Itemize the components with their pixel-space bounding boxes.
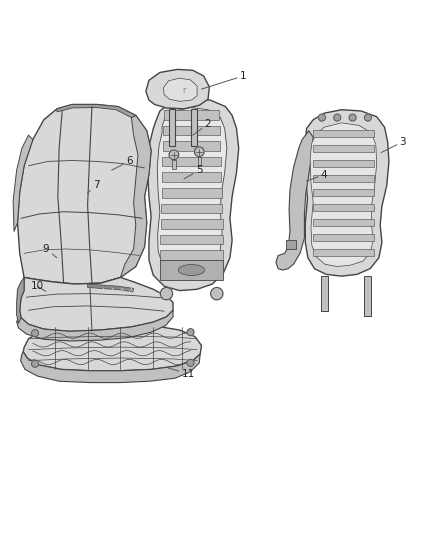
Text: 1: 1 [201, 71, 247, 89]
Text: 7: 7 [88, 181, 100, 193]
Circle shape [187, 329, 194, 336]
Text: 10: 10 [31, 281, 46, 292]
Polygon shape [313, 130, 374, 138]
Polygon shape [313, 248, 374, 255]
Polygon shape [191, 109, 197, 146]
Polygon shape [163, 78, 197, 101]
Circle shape [32, 329, 39, 336]
Polygon shape [23, 324, 201, 371]
Polygon shape [160, 235, 223, 244]
Circle shape [160, 287, 173, 300]
Polygon shape [313, 175, 374, 182]
Circle shape [349, 114, 356, 121]
Polygon shape [162, 173, 221, 182]
Polygon shape [160, 260, 223, 280]
Polygon shape [162, 157, 221, 166]
Polygon shape [313, 204, 374, 211]
Polygon shape [17, 278, 24, 324]
Polygon shape [164, 110, 219, 120]
Polygon shape [161, 219, 223, 229]
Text: 5: 5 [184, 165, 203, 179]
Polygon shape [310, 123, 377, 266]
Polygon shape [17, 310, 173, 341]
Circle shape [187, 359, 194, 366]
Text: 6: 6 [112, 156, 133, 170]
Text: 9: 9 [42, 244, 57, 258]
Circle shape [169, 150, 179, 159]
Circle shape [32, 360, 39, 367]
Polygon shape [160, 251, 223, 260]
Circle shape [364, 114, 371, 121]
Circle shape [194, 147, 204, 157]
Polygon shape [198, 157, 201, 166]
Text: 2: 2 [193, 119, 212, 135]
Polygon shape [146, 69, 209, 109]
Polygon shape [313, 219, 374, 226]
Polygon shape [148, 98, 239, 290]
Polygon shape [162, 188, 222, 198]
Polygon shape [313, 145, 374, 152]
Text: r: r [182, 86, 186, 95]
Ellipse shape [178, 264, 205, 276]
Polygon shape [321, 276, 328, 311]
Polygon shape [120, 115, 151, 278]
Circle shape [211, 287, 223, 300]
Polygon shape [88, 284, 134, 292]
Polygon shape [13, 135, 33, 231]
Polygon shape [304, 110, 389, 276]
Polygon shape [286, 240, 296, 249]
Text: 11: 11 [169, 368, 195, 379]
Text: 4: 4 [307, 169, 328, 181]
Polygon shape [161, 204, 222, 213]
Polygon shape [313, 160, 374, 167]
Text: 3: 3 [381, 136, 406, 152]
Polygon shape [20, 278, 173, 332]
Polygon shape [18, 104, 151, 284]
Polygon shape [21, 352, 200, 383]
Polygon shape [313, 234, 374, 241]
Polygon shape [276, 131, 313, 270]
Polygon shape [364, 276, 371, 316]
Circle shape [334, 114, 341, 121]
Polygon shape [172, 159, 176, 169]
Polygon shape [313, 189, 374, 197]
Polygon shape [157, 108, 227, 275]
Polygon shape [163, 126, 220, 135]
Polygon shape [57, 104, 136, 118]
Polygon shape [163, 141, 220, 151]
Circle shape [318, 114, 325, 121]
Polygon shape [169, 109, 175, 146]
